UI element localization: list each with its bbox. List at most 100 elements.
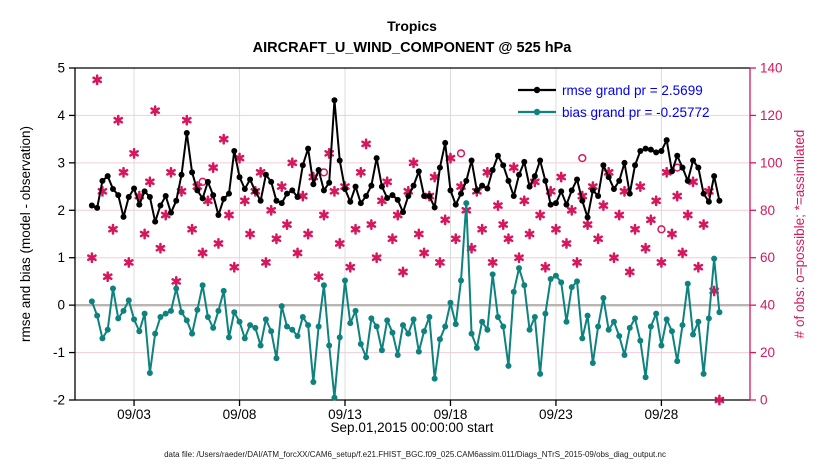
- rmse-point: [294, 194, 301, 201]
- rmse-point: [489, 166, 496, 173]
- bias-point: [463, 200, 470, 207]
- rmse-point: [104, 173, 111, 180]
- bias-point: [178, 309, 185, 316]
- obs-assimilated-marker: [303, 228, 313, 240]
- rmse-point: [109, 185, 116, 192]
- bias-point: [716, 309, 723, 316]
- rmse-point: [241, 185, 248, 192]
- rmse-point: [320, 187, 327, 194]
- bias-point: [299, 314, 306, 320]
- obs-assimilated-marker: [113, 114, 124, 126]
- x-tick-label: 09/13: [328, 407, 362, 422]
- y-left-tick-label: 3: [57, 155, 65, 170]
- rmse-point: [610, 185, 617, 192]
- rmse-point: [684, 177, 691, 184]
- y-right-tick-label: 80: [760, 203, 775, 218]
- bias-point: [679, 322, 686, 329]
- obs-assimilated-marker: [108, 223, 118, 235]
- obs-assimilated-marker: [197, 247, 208, 259]
- bias-point: [236, 318, 243, 325]
- bias-point: [426, 314, 433, 320]
- bias-point: [262, 316, 269, 323]
- obs-assimilated-marker: [624, 266, 635, 278]
- obs-assimilated-marker: [540, 261, 551, 273]
- bias-point: [347, 320, 354, 327]
- rmse-point: [442, 139, 449, 146]
- obs-assimilated-marker: [276, 181, 287, 193]
- rmse-point: [621, 159, 628, 166]
- bias-point: [368, 315, 375, 322]
- rmse-point: [516, 171, 523, 178]
- obs-assimilated-marker: [646, 214, 656, 226]
- obs-assimilated-marker: [187, 223, 197, 235]
- rmse-point: [563, 201, 570, 208]
- rmse-point: [99, 177, 106, 184]
- obs-assimilated-marker: [482, 166, 493, 178]
- bias-point: [584, 312, 591, 319]
- y-right-tick-label: 120: [760, 108, 783, 123]
- bias-point: [336, 334, 343, 341]
- rmse-point: [310, 181, 317, 188]
- obs-assimilated-marker: [229, 261, 240, 273]
- bias-point: [231, 309, 238, 316]
- rmse-point: [595, 193, 602, 200]
- chart-subtitle: AIRCRAFT_U_WIND_COMPONENT @ 525 hPa: [253, 40, 573, 56]
- bias-point: [516, 265, 523, 272]
- rmse-point: [552, 200, 559, 207]
- bias-point: [542, 310, 549, 317]
- obs-assimilated-marker: [698, 219, 709, 230]
- x-tick-label: 09/18: [434, 407, 468, 422]
- obs-assimilated-marker: [203, 195, 213, 207]
- rmse-point: [252, 188, 259, 195]
- obs-possible-marker: [657, 225, 666, 234]
- rmse-point: [494, 152, 501, 159]
- rmse-point: [278, 200, 285, 207]
- rmse-point: [484, 185, 491, 192]
- obs-assimilated-marker: [593, 233, 603, 245]
- bias-point: [452, 321, 459, 328]
- rmse-point: [378, 183, 385, 190]
- plot-area: -2 -1 0 1 2 3 4 5 0 20 40 60 80 100 120 140 09/03 09/08 09…: [53, 61, 783, 423]
- rmse-point: [616, 177, 623, 184]
- obs-assimilated-marker: [677, 247, 688, 259]
- rmse-point: [215, 212, 222, 219]
- bias-point: [658, 342, 665, 349]
- bias-point: [225, 334, 232, 341]
- rmse-point: [152, 218, 159, 225]
- rmse-point: [305, 145, 312, 152]
- y-left-tick-label: 1: [57, 250, 65, 265]
- rmse-point: [115, 192, 122, 199]
- rmse-point: [537, 157, 544, 164]
- obs-assimilated-marker: [234, 152, 245, 164]
- rmse-point: [531, 173, 538, 180]
- y-left-tick-label: 4: [57, 108, 65, 123]
- obs-assimilated-marker: [361, 138, 371, 150]
- bias-point: [626, 324, 633, 331]
- bias-point: [384, 317, 391, 324]
- rmse-point: [431, 204, 438, 211]
- rmse-point: [141, 188, 148, 195]
- obs-assimilated-marker: [656, 257, 667, 268]
- rmse-point: [705, 198, 712, 205]
- obs-possible-marker: [456, 149, 466, 158]
- obs-assimilated-marker: [413, 228, 424, 240]
- rmse-point: [505, 177, 512, 184]
- rmse-point: [373, 155, 380, 162]
- rmse-point: [447, 187, 454, 194]
- obs-assimilated-marker: [102, 271, 113, 283]
- obs-assimilated-marker: [239, 195, 250, 207]
- rmse-point: [632, 162, 639, 169]
- chart-title: Tropics: [387, 18, 437, 34]
- bias-point: [410, 316, 417, 323]
- rmse-point: [658, 148, 665, 154]
- obs-assimilated-marker: [266, 204, 277, 216]
- bias-point: [579, 335, 586, 342]
- obs-assimilated-marker: [435, 257, 445, 268]
- obs-assimilated-marker: [334, 238, 345, 249]
- bias-point: [109, 285, 116, 292]
- rmse-point: [131, 185, 138, 192]
- rmse-point: [547, 201, 554, 208]
- bias-point: [257, 342, 264, 349]
- obs-assimilated-marker: [419, 247, 429, 259]
